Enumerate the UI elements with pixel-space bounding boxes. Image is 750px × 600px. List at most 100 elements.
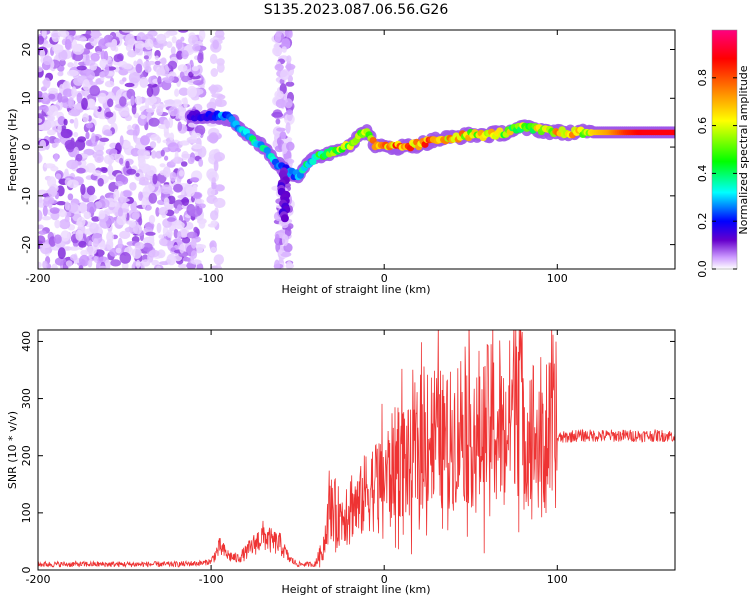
y-tick-label: -20: [20, 236, 33, 254]
snr-x-ticks: -200 -100 0 100: [26, 330, 568, 586]
ridge-cell: [369, 137, 377, 144]
heatmap-cell: [131, 104, 137, 115]
heatmap-cell: [121, 30, 134, 33]
heatmap-cell: [279, 131, 287, 140]
heatmap-cell: [84, 59, 96, 66]
heatmap-cell: [138, 191, 144, 201]
ridge-cell: [263, 147, 271, 154]
y-tick-label: 300: [20, 388, 33, 409]
heatmap-cell: [49, 207, 60, 214]
heatmap-cell: [185, 222, 194, 230]
heatmap-cell: [284, 98, 293, 109]
heatmap-cell: [54, 153, 59, 162]
heatmap-cell: [133, 60, 138, 67]
heatmap-cell: [210, 210, 219, 221]
heatmap-cell: [191, 130, 197, 140]
heatmap-cell: [38, 224, 44, 230]
heatmap-cell: [46, 114, 56, 122]
heatmap-cell: [151, 104, 156, 110]
heatmap-cell: [86, 185, 96, 196]
heatmap-cell: [119, 191, 124, 203]
heatmap-cell: [67, 62, 74, 68]
heatmap-cell: [113, 188, 120, 201]
heatmap-cell: [160, 65, 165, 76]
heatmap-cell: [214, 184, 225, 192]
heatmap-cell: [211, 265, 219, 269]
heatmap-cell: [213, 197, 226, 209]
heatmap-cell: [285, 81, 295, 87]
heatmap-cell: [57, 123, 62, 134]
heatmap-cell: [76, 167, 86, 174]
heatmap-cell: [55, 173, 62, 180]
heatmap-cell: [187, 157, 195, 165]
heatmap-cell: [125, 114, 132, 122]
heatmap-cell: [125, 220, 133, 225]
heatmap-cell: [100, 50, 106, 61]
heatmap-cell: [137, 148, 147, 157]
heatmap-cell: [159, 163, 166, 168]
heatmap-cell: [76, 92, 83, 104]
chart-title: S135.2023.087.06.56.G26: [264, 2, 449, 18]
heatmap-cell: [213, 160, 219, 172]
heatmap-cell: [151, 150, 157, 159]
heatmap-cell: [82, 79, 90, 91]
heatmap-cell: [281, 46, 287, 53]
heatmap-cell: [164, 155, 169, 161]
heatmap-cell: [173, 108, 178, 115]
heatmap-cell: [210, 220, 218, 226]
colorbar-label: Normalized spectral amplitude: [737, 65, 750, 234]
snr-x-label: Height of straight line (km): [281, 583, 430, 596]
heatmap-cell: [189, 177, 200, 183]
heatmap-cell: [56, 201, 66, 206]
x-tick-label: -100: [199, 573, 224, 586]
heatmap-cell: [166, 253, 177, 266]
x-tick-label: 0: [381, 272, 388, 285]
heatmap-cell: [57, 30, 70, 38]
x-tick-label: -200: [26, 272, 51, 285]
heatmap-cell: [135, 63, 143, 74]
heatmap-cell: [42, 55, 53, 66]
heatmap-cell: [175, 39, 183, 50]
heatmap-cell: [91, 216, 100, 222]
heatmap-cell: [76, 65, 87, 71]
heatmap-cell: [163, 197, 170, 206]
heatmap-cell: [78, 265, 84, 269]
heatmap-cell: [107, 164, 114, 177]
heatmap-cell: [190, 238, 197, 249]
heatmap-cell: [280, 251, 292, 257]
heatmap-cell: [53, 234, 62, 244]
heatmap-cell: [42, 43, 54, 48]
heatmap-cell: [105, 111, 114, 118]
heatmap-cell: [286, 109, 293, 115]
heatmap-cell: [154, 55, 159, 61]
heatmap-cell: [127, 50, 137, 58]
heatmap-cell: [177, 263, 188, 269]
heatmap-cell: [38, 195, 43, 204]
heatmap-cell: [154, 60, 161, 65]
heatmap-cell: [83, 211, 92, 220]
heatmap-cell: [46, 105, 59, 117]
heatmap-cell: [87, 98, 96, 109]
heatmap-cell: [107, 59, 113, 67]
y-tick-label: -10: [20, 187, 33, 205]
heatmap-cell: [144, 66, 152, 73]
heatmap-cell: [120, 111, 130, 116]
heatmap-cell: [48, 87, 58, 94]
heatmap-cell: [189, 208, 202, 217]
snr-panel: -200 -100 0 100 0 100 200 300 400 Height of str…: [6, 329, 676, 596]
heatmap-cell: [166, 41, 173, 48]
heatmap-cell: [174, 88, 180, 97]
heatmap-cell: [41, 92, 49, 102]
heatmap-cell: [85, 201, 97, 214]
heatmap-cell: [156, 105, 164, 117]
heatmap-cell: [211, 177, 216, 184]
heatmap-cell: [71, 39, 78, 52]
heatmap-cell: [59, 96, 69, 103]
heatmap-cell: [186, 85, 197, 98]
heatmap-cell: [92, 170, 102, 177]
heatmap-cell: [98, 241, 106, 250]
heatmap-cell: [60, 128, 73, 139]
heatmap-cell: [42, 106, 49, 113]
heatmap-cell: [124, 82, 135, 88]
